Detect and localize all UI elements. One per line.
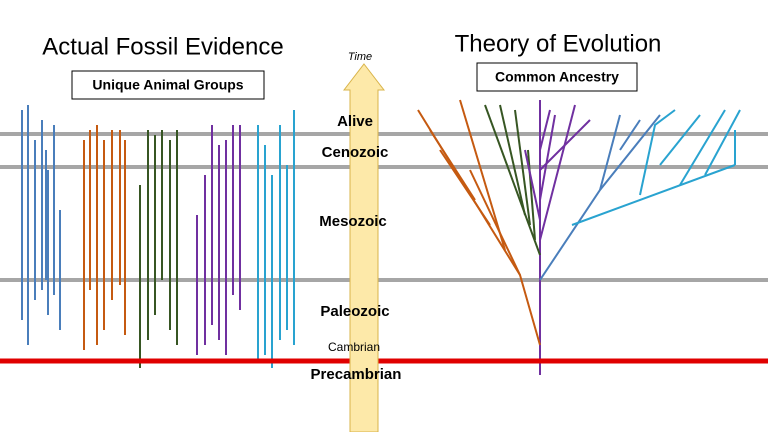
branch [429,129,476,201]
branch [704,109,741,176]
branch [439,149,491,226]
branch [539,114,556,201]
time-arrow [342,63,386,432]
branch [499,104,526,216]
right-box-label: Common Ancestry [495,69,619,85]
left-box-label: Unique Animal Groups [92,77,243,93]
branch [539,104,576,241]
branch [659,114,701,166]
era-lines [0,132,768,282]
era-label: Alive [337,113,373,130]
branch [571,164,736,226]
branch [469,169,521,276]
evolution-tree [417,99,741,375]
era-label: Mesozoic [319,213,387,230]
era-label: Precambrian [311,366,402,383]
era-label: Cenozoic [322,144,389,161]
fossil-lines [21,105,295,368]
branch [514,109,531,226]
time-label: Time [348,51,372,63]
branch [539,109,551,151]
era-label: Paleozoic [320,303,389,320]
left-box [71,70,265,100]
branch [599,114,621,191]
branch [484,104,541,256]
branch [539,119,591,171]
branch [459,99,506,251]
branch [539,114,661,281]
branch [639,109,676,196]
branch [679,109,726,186]
era-label: Cambrian [328,340,380,354]
branch [619,119,641,151]
branch [524,149,541,221]
right-box [476,62,638,92]
right-title: Theory of Evolution [455,30,662,57]
left-title: Actual Fossil Evidence [42,33,283,60]
branch [417,109,541,346]
